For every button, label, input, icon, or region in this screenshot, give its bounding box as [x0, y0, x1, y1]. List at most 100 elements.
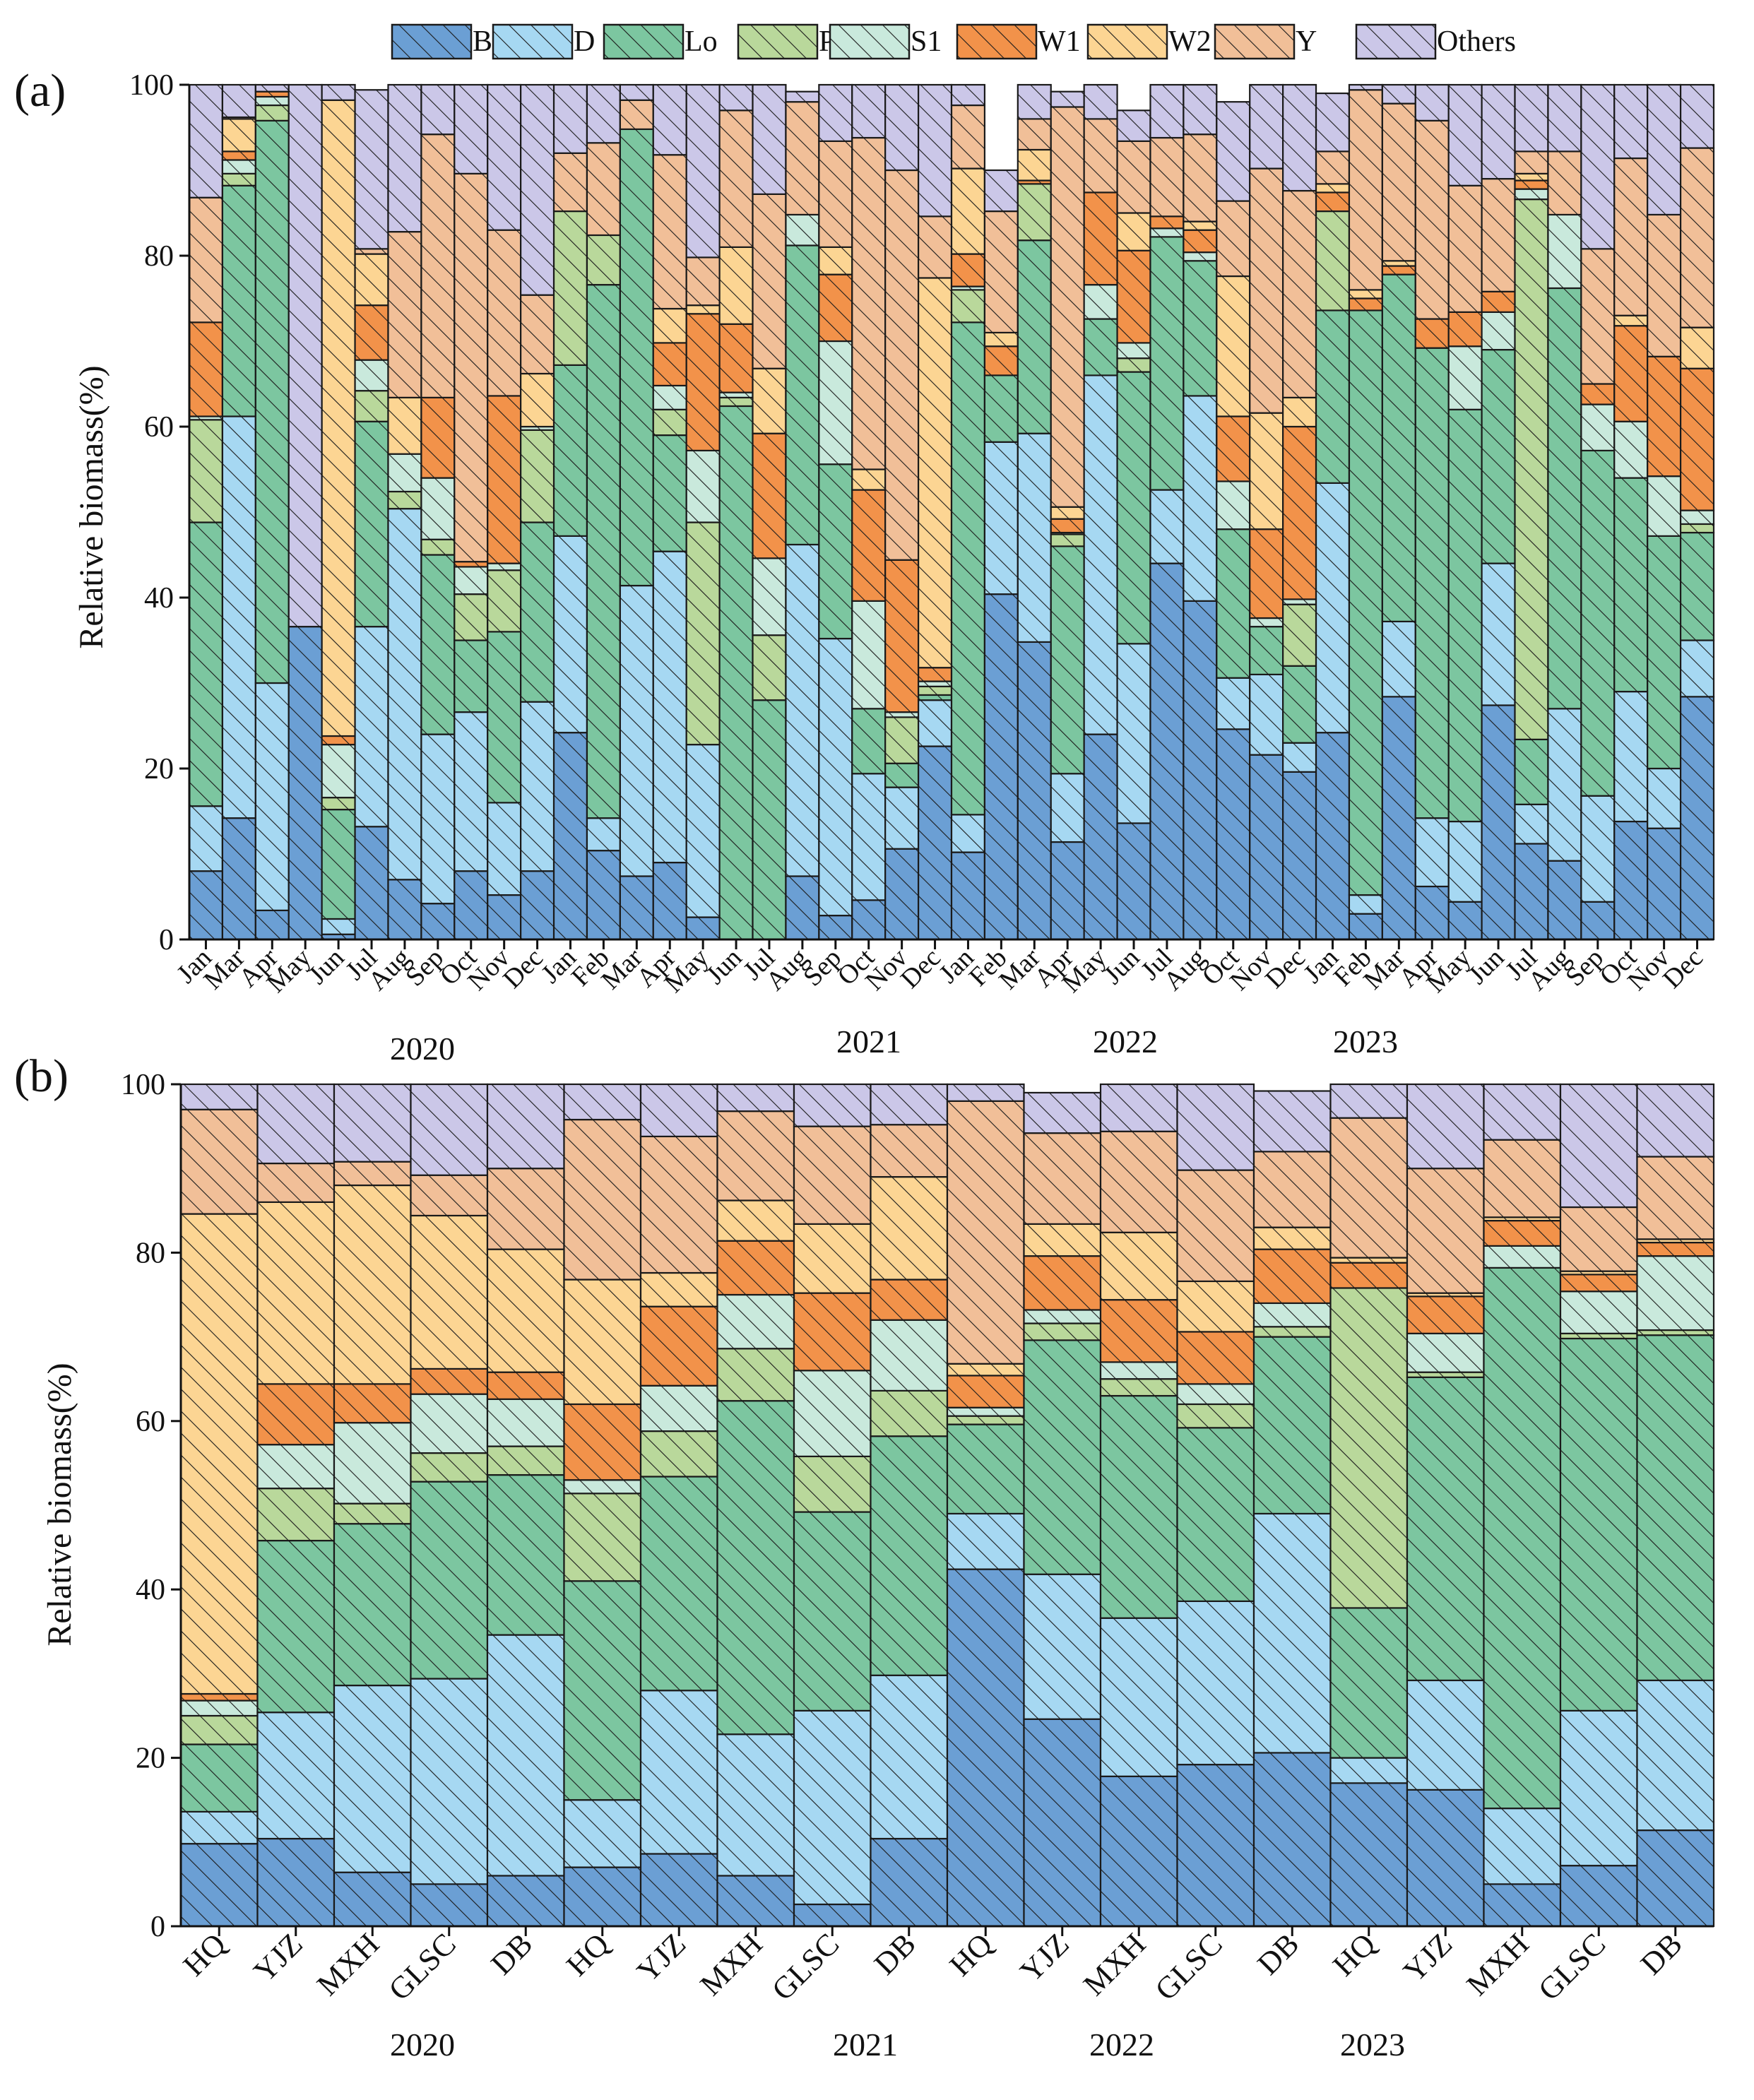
- bar-stack-46: [1679, 83, 1715, 941]
- y-tick-label: 60: [144, 411, 174, 444]
- year-label: 2023: [1333, 1024, 1398, 1060]
- y-tick-label: 20: [144, 753, 174, 785]
- bar-stack-7: [387, 83, 422, 941]
- legend-label: B: [473, 25, 492, 58]
- x-tick-label: DB: [867, 1926, 923, 1981]
- bar-stack-16: [1329, 1083, 1409, 1928]
- x-tick-label: HQ: [559, 1926, 616, 1983]
- y-tick-label: 100: [121, 1069, 165, 1101]
- year-label: 2022: [1093, 1024, 1158, 1060]
- bar-stack-42: [1547, 83, 1582, 941]
- x-tick-label: Dec: [1657, 943, 1709, 995]
- bar-stack-9: [793, 1083, 872, 1928]
- bar-stack-15: [1252, 1090, 1332, 1928]
- x-tick-label: HQ: [177, 1926, 233, 1983]
- legend-item-others: Others: [1355, 23, 1516, 60]
- legend-item-s1: S1: [829, 23, 942, 60]
- x-tick-label: YJZ: [247, 1926, 309, 1988]
- x-tick-label: HQ: [943, 1926, 1000, 1983]
- bar-stack-31: [1183, 83, 1218, 941]
- y-tick-label: 20: [136, 1743, 165, 1775]
- bar-stack-45: [1647, 83, 1682, 941]
- legend-label: Y: [1296, 25, 1317, 58]
- x-tick-label: DB: [1250, 1926, 1305, 1981]
- bar-stack-34: [1282, 83, 1317, 941]
- bar-stack-27: [1050, 90, 1085, 941]
- legend-label: S1: [911, 25, 942, 58]
- x-tick-label: DB: [1634, 1926, 1689, 1981]
- bar-stack-17: [718, 83, 754, 941]
- bar-stack-7: [639, 1083, 718, 1928]
- bar-stack-14: [1176, 1083, 1255, 1928]
- y-tick-label: 40: [144, 582, 174, 615]
- y-tick-label: 80: [136, 1237, 165, 1269]
- y-tick-label: 80: [144, 240, 174, 273]
- legend-item-y: Y: [1214, 23, 1317, 60]
- bar-stack-28: [1083, 83, 1118, 941]
- legend-item-lo: Lo: [603, 23, 718, 60]
- bar-stack-36: [1348, 83, 1383, 941]
- bar-stack-32: [1216, 101, 1251, 941]
- bar-stack-4: [288, 83, 323, 941]
- x-tick-label: MXH: [694, 1926, 769, 2002]
- x-tick-label: YJZ: [630, 1926, 692, 1988]
- bar-stack-13: [1099, 1083, 1178, 1928]
- legend-item-d: D: [492, 23, 595, 60]
- legend-label: D: [574, 25, 595, 58]
- panel-b-ylabel: Relative biomass(%): [41, 1363, 78, 1646]
- panel-a-label: (a): [14, 65, 66, 117]
- bar-stack-11: [946, 1083, 1025, 1928]
- x-tick-label: GLSC: [765, 1926, 846, 2007]
- x-tick-label: MXH: [1077, 1926, 1152, 2002]
- bar-stack-44: [1613, 83, 1649, 941]
- bar-stack-12: [552, 83, 588, 941]
- bar-stack-23: [917, 83, 953, 941]
- chart-panel-a: (a) 020406080100JanMarAprMayJunJulAugSep…: [14, 65, 1715, 1067]
- bar-stack-20: [1636, 1083, 1715, 1928]
- bar-stack-33: [1249, 83, 1284, 941]
- bar-stack-14: [619, 83, 654, 941]
- year-label: 2021: [836, 1024, 901, 1060]
- bar-stack-18: [752, 83, 787, 941]
- x-tick-label: YJZ: [1014, 1926, 1076, 1988]
- legend: B D Lo P S1 W1 W2 Y Others: [391, 23, 1516, 60]
- year-label: 2020: [390, 2027, 455, 2063]
- year-label: 2023: [1340, 2027, 1405, 2063]
- bar-stack-2: [221, 83, 256, 941]
- x-tick-label: MXH: [310, 1926, 386, 2002]
- bar-stack-1: [179, 1083, 259, 1928]
- x-tick-label: YJZ: [1397, 1926, 1459, 1988]
- bar-stack-5: [486, 1083, 565, 1928]
- bar-stack-10: [870, 1083, 949, 1928]
- bar-stack-40: [1481, 83, 1516, 941]
- x-tick-label: GLSC: [382, 1926, 463, 2007]
- bar-stack-5: [321, 83, 356, 941]
- bar-stack-21: [851, 83, 887, 941]
- bar-stack-26: [1017, 83, 1052, 941]
- panel-b-bars: [179, 1083, 1715, 1928]
- bar-stack-16: [685, 83, 721, 941]
- bar-stack-6: [354, 89, 389, 941]
- x-tick-label: DB: [484, 1926, 539, 1981]
- bar-stack-41: [1514, 83, 1549, 941]
- legend-item-p: P: [737, 23, 835, 60]
- panel-a-ylabel: Relative biomass(%): [73, 365, 110, 648]
- bar-stack-12: [1023, 1091, 1102, 1928]
- bar-stack-17: [1406, 1083, 1485, 1928]
- legend-item-b: B: [391, 23, 492, 60]
- legend-item-w2: W2: [1086, 23, 1211, 60]
- legend-label: W1: [1038, 25, 1081, 58]
- x-tick-label: GLSC: [1149, 1926, 1229, 2007]
- bar-stack-19: [1559, 1083, 1638, 1928]
- bar-stack-35: [1315, 93, 1351, 941]
- bar-stack-13: [586, 83, 621, 941]
- bar-stack-38: [1414, 83, 1450, 941]
- bar-stack-4: [410, 1083, 489, 1928]
- bar-stack-1: [188, 83, 224, 941]
- bar-stack-20: [818, 83, 853, 941]
- legend-label: Others: [1437, 25, 1516, 58]
- bar-stack-15: [652, 83, 687, 941]
- bar-stack-9: [454, 83, 489, 941]
- x-tick-label: GLSC: [1531, 1926, 1612, 2007]
